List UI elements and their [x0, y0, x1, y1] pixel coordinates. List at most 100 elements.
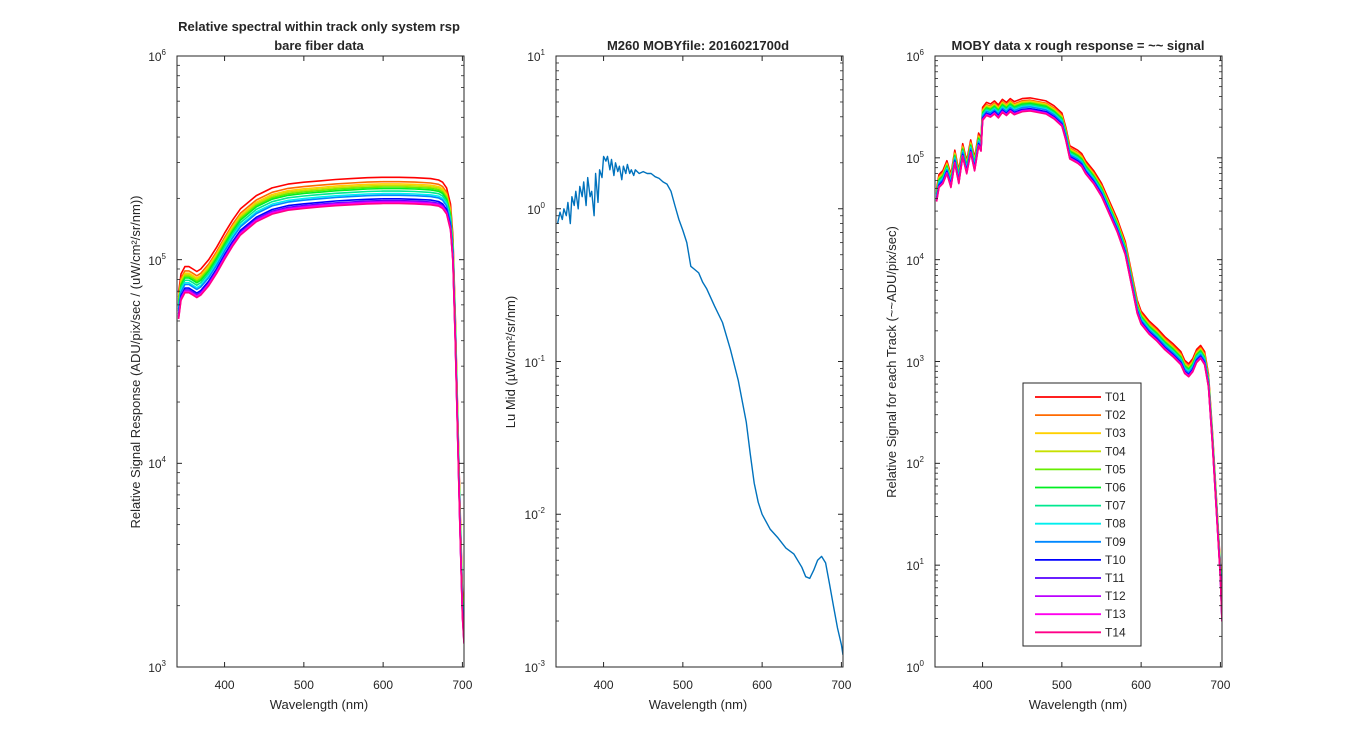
legend-entry: T13 — [1035, 607, 1126, 621]
tick-base: 10 — [525, 508, 539, 522]
legend: T01 T02 T03 T04 T05 T06 T07 T08 T09 T10 T11 T12 T13 T… — [1022, 382, 1142, 647]
legend-label: T10 — [1105, 553, 1126, 567]
x-tick-label: 400 — [973, 678, 993, 692]
legend-label: T04 — [1105, 444, 1126, 458]
y-tick-label: 100 — [527, 201, 545, 217]
legend-entry: T12 — [1035, 589, 1126, 603]
y-tick-labels: 103 104 105 106 — [148, 48, 166, 675]
legend-entry: T11 — [1035, 571, 1125, 585]
tick-base: 10 — [906, 661, 920, 675]
tick-base: 10 — [525, 661, 539, 675]
x-tick-labels: 400 500 600 700 — [594, 678, 852, 692]
tick-exponent: 1 — [541, 48, 546, 57]
legend-label: T11 — [1105, 571, 1125, 585]
x-axis-label: Wavelength (nm) — [1029, 697, 1128, 712]
tick-marks — [935, 55, 1222, 668]
legend-entry: T05 — [1035, 462, 1126, 476]
x-tick-label: 500 — [1052, 678, 1072, 692]
y-axis-label: Relative Signal Response (ADU/pix/sec / … — [128, 195, 143, 528]
legend-label: T09 — [1105, 535, 1126, 549]
x-tick-labels: 400 500 600 700 — [973, 678, 1231, 692]
panel-relative-response: Relative spectral within track only syst… — [128, 19, 473, 712]
tick-base: 10 — [527, 50, 541, 64]
x-axis-label: Wavelength (nm) — [649, 697, 748, 712]
tick-exponent: 3 — [920, 354, 925, 363]
tick-marks — [556, 55, 843, 668]
tick-base: 10 — [148, 254, 162, 268]
x-tick-label: 700 — [831, 678, 851, 692]
y-tick-label: 101 — [906, 557, 924, 573]
y-tick-labels: 100 101 102 103 104 105 106 — [906, 48, 924, 675]
legend-entry: T09 — [1035, 535, 1126, 549]
tick-base: 10 — [906, 152, 920, 166]
tick-base: 10 — [906, 254, 920, 268]
series-lines — [935, 97, 1222, 622]
tick-exponent: 4 — [162, 455, 167, 464]
legend-entry: T10 — [1035, 553, 1126, 567]
panel-moby-signal: MOBY data x rough response = ~~ signal 4… — [884, 38, 1231, 712]
tick-base: 10 — [906, 559, 920, 573]
tick-base: 10 — [906, 50, 920, 64]
y-axis-label: Lu Mid (µW/cm²/sr/nm) — [503, 296, 518, 428]
x-tick-label: 600 — [1131, 678, 1151, 692]
tick-exponent: 3 — [162, 659, 167, 668]
y-tick-label: 105 — [148, 252, 166, 268]
y-tick-label: 10-1 — [525, 354, 546, 370]
tick-exponent: 6 — [162, 48, 167, 57]
tick-base: 10 — [906, 457, 920, 471]
tick-exponent: -1 — [538, 354, 546, 363]
x-tick-label: 600 — [752, 678, 772, 692]
legend-label: T03 — [1105, 426, 1126, 440]
tick-base: 10 — [148, 50, 162, 64]
panel-title: MOBY data x rough response = ~~ signal — [952, 38, 1205, 53]
panel-title-line-2: bare fiber data — [274, 38, 364, 53]
y-tick-label: 106 — [148, 48, 166, 64]
legend-label: T08 — [1105, 517, 1126, 531]
legend-entry: T08 — [1035, 517, 1126, 531]
legend-label: T01 — [1105, 390, 1126, 404]
legend-entry: T03 — [1035, 426, 1126, 440]
y-tick-label: 101 — [527, 48, 545, 64]
y-tick-label: 100 — [906, 659, 924, 675]
x-tick-label: 500 — [673, 678, 693, 692]
series-line-lu-mid — [556, 155, 843, 656]
tick-exponent: -3 — [538, 659, 546, 668]
series-lines — [177, 176, 464, 644]
tick-exponent: 4 — [920, 252, 925, 261]
y-tick-label: 103 — [906, 354, 924, 370]
y-axis-label: Relative Signal for each Track (~~ADU/pi… — [884, 226, 899, 498]
tick-base: 10 — [527, 203, 541, 217]
tick-exponent: 0 — [541, 201, 546, 210]
y-tick-label: 104 — [148, 455, 166, 471]
plot-area — [934, 55, 1223, 668]
tick-exponent: 2 — [920, 455, 925, 464]
x-tick-label: 600 — [373, 678, 393, 692]
y-tick-label: 10-3 — [525, 659, 546, 675]
plot-area — [176, 55, 465, 668]
legend-entry: T02 — [1035, 408, 1126, 422]
y-tick-label: 10-2 — [525, 506, 546, 522]
x-tick-label: 500 — [294, 678, 314, 692]
legend-entry: T07 — [1035, 499, 1126, 513]
legend-label: T12 — [1105, 589, 1126, 603]
legend-entry: T06 — [1035, 481, 1126, 495]
y-tick-label: 105 — [906, 150, 924, 166]
legend-entry: T01 — [1035, 390, 1126, 404]
tick-base: 10 — [525, 356, 539, 370]
x-tick-label: 400 — [594, 678, 614, 692]
legend-label: T05 — [1105, 462, 1126, 476]
tick-base: 10 — [906, 356, 920, 370]
panel-title-line-1: Relative spectral within track only syst… — [178, 19, 460, 34]
tick-exponent: 6 — [920, 48, 925, 57]
tick-exponent: 0 — [920, 659, 925, 668]
x-axis-label: Wavelength (nm) — [270, 697, 369, 712]
x-tick-labels: 400 500 600 700 — [215, 678, 473, 692]
panel-moby-lu: M260 MOBYfile: 2016021700d 400 500 600 7… — [503, 38, 852, 712]
axes-box — [176, 55, 465, 668]
tick-exponent: 5 — [162, 252, 167, 261]
x-tick-label: 700 — [452, 678, 472, 692]
panel-title: M260 MOBYfile: 2016021700d — [607, 38, 789, 53]
y-tick-label: 103 — [148, 659, 166, 675]
